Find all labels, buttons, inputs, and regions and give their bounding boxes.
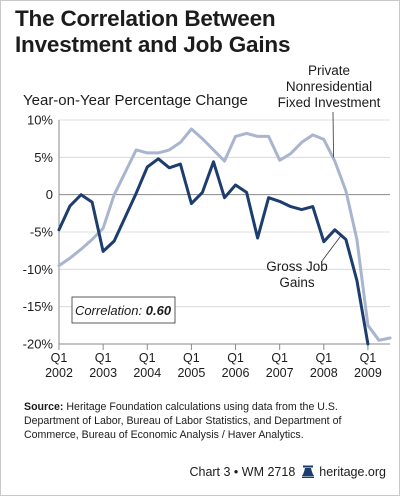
job-gains-series-label: Gains bbox=[279, 275, 315, 290]
x-tick-quarter: Q1 bbox=[315, 351, 332, 365]
job-gains-line bbox=[57, 157, 370, 346]
job-gains-label-leader bbox=[321, 234, 342, 262]
x-tick-year: 2008 bbox=[310, 366, 338, 380]
x-tick-year: 2003 bbox=[89, 366, 117, 380]
x-tick-year: 2004 bbox=[133, 366, 161, 380]
investment-line bbox=[57, 127, 392, 342]
liberty-bell-icon bbox=[302, 465, 315, 478]
x-tick-quarter: Q1 bbox=[139, 351, 156, 365]
y-tick-label: 10% bbox=[27, 113, 53, 128]
line-chart: 10%5%0-5%-10%-15%-20%Q12002Q12003Q12004Q… bbox=[23, 63, 392, 380]
site-name: heritage.org bbox=[319, 465, 386, 479]
footer: Chart 3 • WM 2718 heritage.org bbox=[189, 465, 386, 479]
correlation-box bbox=[71, 296, 176, 324]
axes-layer: 10%5%0-5%-10%-15%-20%Q12002Q12003Q12004Q… bbox=[23, 113, 390, 380]
investment-series-label: Private bbox=[308, 63, 350, 78]
x-tick-quarter: Q1 bbox=[227, 351, 244, 365]
y-tick-label: 5% bbox=[34, 150, 53, 165]
investment-series-label: Nonresidential bbox=[286, 79, 372, 94]
correlation-annotation: Correlation: 0.60 bbox=[75, 303, 172, 318]
y-tick-label: 0 bbox=[46, 187, 53, 202]
x-tick-year: 2002 bbox=[45, 366, 73, 380]
y-tick-label: -5% bbox=[30, 225, 54, 240]
investment-series-label: Fixed Investment bbox=[278, 95, 381, 110]
job-gains-series-label: Gross Job bbox=[266, 259, 328, 274]
source-label: Source: bbox=[24, 401, 64, 413]
grid-layer bbox=[59, 119, 390, 308]
y-tick-label: -10% bbox=[23, 262, 54, 277]
x-tick-quarter: Q1 bbox=[183, 351, 200, 365]
investment-label-leader bbox=[332, 111, 334, 158]
x-tick-quarter: Q1 bbox=[51, 351, 68, 365]
chart-id: Chart 3 • WM 2718 bbox=[189, 465, 296, 479]
y-axis-title: Year-on-Year Percentage Change bbox=[23, 92, 248, 109]
x-tick-quarter: Q1 bbox=[95, 351, 112, 365]
y-tick-label: -20% bbox=[23, 337, 54, 352]
x-tick-year: 2006 bbox=[222, 366, 250, 380]
series-layer bbox=[57, 127, 392, 346]
x-tick-year: 2007 bbox=[266, 366, 294, 380]
correlation-value: 0.60 bbox=[146, 303, 172, 318]
source-text: Heritage Foundation calculations using d… bbox=[24, 401, 342, 441]
x-tick-quarter: Q1 bbox=[360, 351, 377, 365]
x-tick-year: 2009 bbox=[354, 366, 382, 380]
x-tick-year: 2005 bbox=[177, 366, 205, 380]
correlation-label: Correlation: bbox=[75, 303, 146, 318]
chart-title: The Correlation Between Investment and J… bbox=[15, 6, 291, 57]
source-note: Source: Heritage Foundation calculations… bbox=[24, 400, 390, 442]
y-tick-label: -15% bbox=[23, 299, 54, 314]
x-tick-quarter: Q1 bbox=[271, 351, 288, 365]
